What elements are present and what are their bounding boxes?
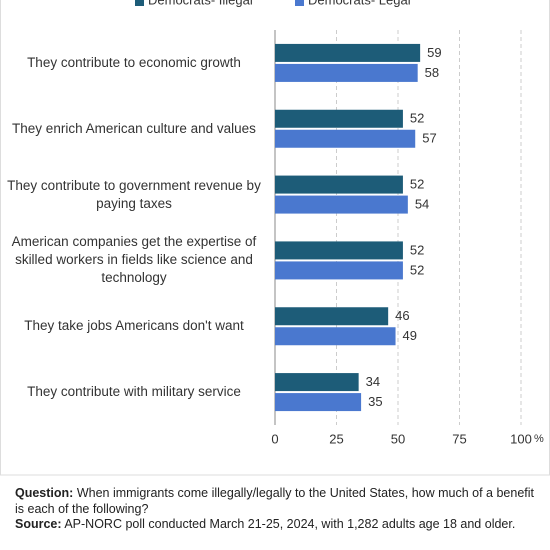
category-label: They contribute to economic growth bbox=[27, 54, 241, 70]
bar bbox=[275, 109, 403, 128]
value-label: 52 bbox=[410, 177, 424, 192]
x-unit: % bbox=[534, 433, 544, 445]
bar bbox=[275, 175, 403, 194]
legend-label: Democrats- Legal bbox=[308, 0, 411, 7]
value-label: 58 bbox=[425, 65, 439, 80]
note: Source: AP-NORC poll conducted March 21-… bbox=[15, 517, 540, 533]
note-label: Question: bbox=[15, 486, 74, 500]
x-tick-label: 0 bbox=[271, 431, 278, 446]
chart: Democrats- Illegal Democrats- Legal 0 25 50 7… bbox=[0, 0, 550, 476]
bar bbox=[275, 327, 396, 346]
legend-label: Democrats- Illegal bbox=[148, 0, 253, 7]
x-tick-label: 25 bbox=[329, 431, 343, 446]
value-label: 35 bbox=[368, 394, 382, 409]
bar bbox=[275, 129, 416, 148]
value-label: 52 bbox=[410, 242, 424, 257]
value-label: 54 bbox=[415, 197, 429, 212]
value-label: 34 bbox=[366, 374, 380, 389]
bar bbox=[275, 241, 403, 260]
x-tick-label: 100 bbox=[510, 431, 532, 446]
x-tick-label: 75 bbox=[452, 431, 466, 446]
bar bbox=[275, 63, 418, 82]
category-label: They enrich American culture and values bbox=[12, 120, 256, 136]
bar bbox=[275, 43, 421, 62]
bar bbox=[275, 307, 389, 326]
bar bbox=[275, 373, 359, 392]
value-label: 59 bbox=[427, 45, 441, 60]
note-text: When immigrants come illegally/legally t… bbox=[15, 486, 534, 516]
note: Question: When immigrants come illegally… bbox=[15, 486, 540, 517]
bar bbox=[275, 195, 408, 214]
legend-swatch bbox=[295, 0, 304, 6]
category-label: They contribute to government revenue by… bbox=[7, 177, 261, 211]
notes: Question: When immigrants come illegally… bbox=[15, 486, 540, 533]
note-label: Source: bbox=[15, 517, 62, 531]
value-label: 46 bbox=[395, 308, 409, 323]
category-label: They take jobs Americans don't want bbox=[24, 318, 244, 334]
note-text: AP-NORC poll conducted March 21-25, 2024… bbox=[64, 517, 516, 531]
category-label: American companies get the expertise of … bbox=[11, 234, 257, 286]
value-label: 49 bbox=[403, 328, 417, 343]
value-label: 57 bbox=[422, 131, 436, 146]
x-tick-label: 50 bbox=[391, 431, 405, 446]
bar bbox=[275, 393, 362, 412]
value-label: 52 bbox=[410, 111, 424, 126]
category-label: They contribute with military service bbox=[27, 384, 241, 400]
value-label: 52 bbox=[410, 262, 424, 277]
bar bbox=[275, 261, 403, 280]
legend-swatch bbox=[135, 0, 144, 6]
